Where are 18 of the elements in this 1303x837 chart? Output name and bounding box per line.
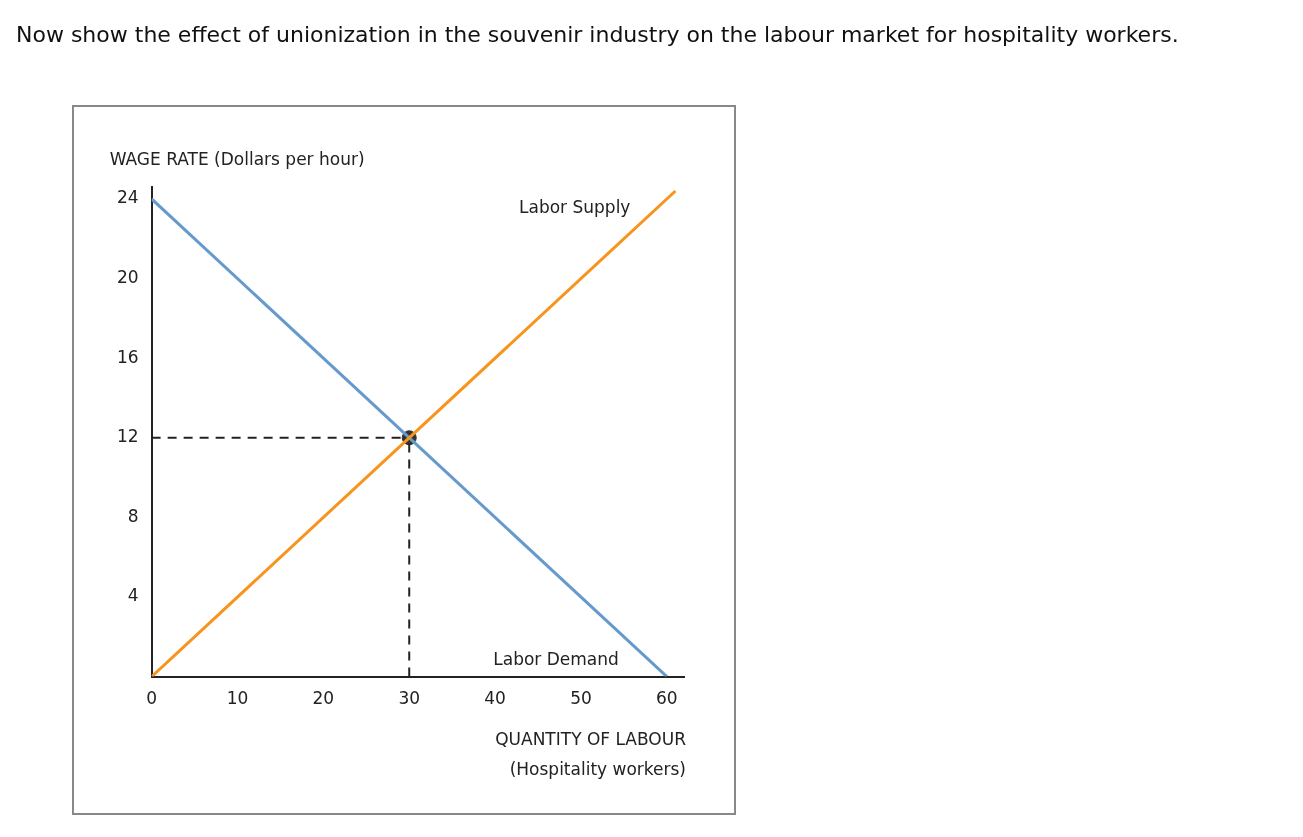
y-tick-label: 8 xyxy=(127,505,139,526)
x-tick-label: 30 xyxy=(398,688,421,709)
y-tick-label: 12 xyxy=(116,426,139,447)
y-tick-label: 4 xyxy=(127,585,139,606)
chart-title: Now show the effect of unionization in the souvenir industry on the labour market for hospitality workers. xyxy=(16,22,1179,47)
x-axis-title: QUANTITY OF LABOUR (Hospitality workers) xyxy=(495,728,687,779)
y-tick-label: 24 xyxy=(116,187,139,208)
series-label: Labor Supply xyxy=(519,197,631,218)
y-tick-label: 20 xyxy=(116,266,139,287)
x-tick-label: 40 xyxy=(484,688,506,709)
x-tick-label: 60 xyxy=(656,688,678,709)
x-tick-label: 10 xyxy=(226,688,249,709)
y-axis-title: WAGE RATE (Dollars per hour) xyxy=(109,149,365,169)
y-tick-label: 16 xyxy=(116,346,139,367)
x-tick-label: 50 xyxy=(570,688,592,709)
series-label: Labor Demand xyxy=(493,648,619,669)
x-tick-label: 20 xyxy=(312,688,335,709)
x-tick-label: 0 xyxy=(146,688,158,709)
